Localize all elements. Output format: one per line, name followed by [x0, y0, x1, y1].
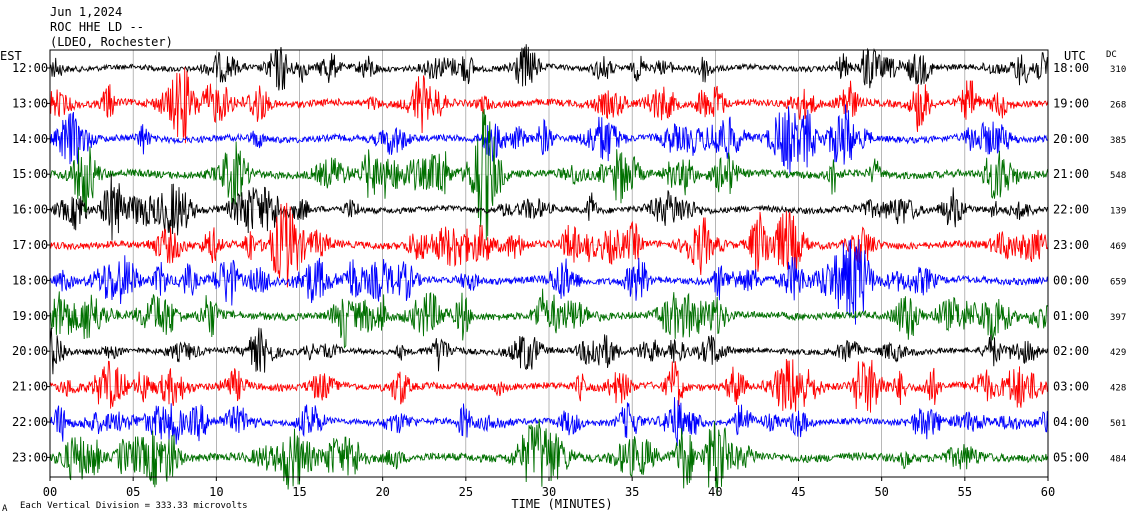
trace-row: [49, 239, 1049, 325]
utc-label: 19:00: [1053, 96, 1089, 110]
est-label: 17:00: [12, 238, 48, 252]
utc-label: 20:00: [1053, 132, 1089, 146]
trace-row: [49, 104, 1049, 174]
dc-value: 397: [1110, 313, 1126, 323]
seismic-traces: [49, 44, 1049, 496]
x-tick-labels: 00 05 10 15 20 25 30 35 40 45 50 55 60: [43, 477, 1055, 499]
x-tick-label: 55: [958, 485, 972, 499]
dc-value: 268: [1110, 100, 1126, 110]
utc-label: 02:00: [1053, 344, 1089, 358]
dc-value: 484: [1110, 454, 1126, 464]
x-tick-label: 20: [375, 485, 389, 499]
x-tick-label: 50: [874, 485, 888, 499]
trace-row: [49, 397, 1049, 447]
est-label: 23:00: [12, 450, 48, 464]
est-label: 13:00: [12, 96, 48, 110]
est-label: 19:00: [12, 309, 48, 323]
utc-label: 04:00: [1053, 415, 1089, 429]
x-tick-label: 00: [43, 485, 57, 499]
x-tick-label: 10: [209, 485, 223, 499]
x-tick-label: 40: [708, 485, 722, 499]
x-tick-label: 15: [292, 485, 306, 499]
trace-row: [49, 358, 1049, 413]
est-labels: 12:00 13:00 14:00 15:00 16:00 17:00 18:00 19:00…: [12, 61, 50, 464]
dc-value: 548: [1110, 171, 1126, 181]
trace-row: [49, 288, 1049, 349]
grid-lines: [49, 50, 1049, 477]
trace-row: [49, 419, 1049, 496]
est-label: 12:00: [12, 61, 48, 75]
est-axis-title: EST: [0, 49, 22, 63]
utc-label: 21:00: [1053, 167, 1089, 181]
dc-value: 139: [1110, 207, 1126, 217]
x-tick-label: 05: [126, 485, 140, 499]
dc-value: 469: [1110, 242, 1126, 252]
dc-value: 659: [1110, 277, 1126, 287]
utc-label: 00:00: [1053, 273, 1089, 287]
utc-label: 23:00: [1053, 238, 1089, 252]
trace-row: [49, 67, 1049, 144]
dc-value: 310: [1110, 65, 1126, 75]
utc-label: 01:00: [1053, 309, 1089, 323]
dc-column-title: DC: [1106, 50, 1117, 60]
est-label: 15:00: [12, 167, 48, 181]
utc-labels: 18:00 19:00 20:00 21:00 22:00 23:00 00:00 01:00…: [1053, 61, 1089, 464]
chart-network: (LDEO, Rochester): [50, 35, 173, 49]
dc-value: 501: [1110, 419, 1126, 429]
est-label: 20:00: [12, 344, 48, 358]
est-label: 14:00: [12, 132, 48, 146]
est-label: 22:00: [12, 415, 48, 429]
dc-value: 428: [1110, 384, 1126, 394]
x-tick-label: 25: [459, 485, 473, 499]
utc-label: 22:00: [1053, 203, 1089, 217]
trace-row: [49, 202, 1049, 288]
dc-values: 310 268 385 548 139 469 659 397 429 428 501 484: [1110, 65, 1126, 464]
trace-row: [49, 44, 1049, 91]
dc-value: 429: [1110, 348, 1126, 358]
est-label: 18:00: [12, 273, 48, 287]
est-label: 16:00: [12, 203, 48, 217]
trace-row: [49, 327, 1049, 375]
x-tick-label: 45: [791, 485, 805, 499]
utc-label: 18:00: [1053, 61, 1089, 75]
x-tick-label: 35: [625, 485, 639, 499]
chart-station: ROC HHE LD --: [50, 20, 144, 34]
x-axis-title: TIME (MINUTES): [511, 497, 612, 511]
dc-value: 385: [1110, 136, 1126, 146]
x-tick-label: 60: [1041, 485, 1055, 499]
chart-date: Jun 1,2024: [50, 5, 122, 19]
utc-label: 03:00: [1053, 380, 1089, 394]
scale-note: Each Vertical Division = 333.33 microvol…: [20, 501, 248, 511]
utc-label: 05:00: [1053, 450, 1089, 464]
x-tick-label: 30: [542, 485, 556, 499]
trace-row: [49, 173, 1049, 241]
trace-row: [49, 108, 1049, 241]
utc-axis-title: UTC: [1064, 49, 1086, 63]
est-label: 21:00: [12, 380, 48, 394]
footer-mark: A: [2, 504, 8, 514]
